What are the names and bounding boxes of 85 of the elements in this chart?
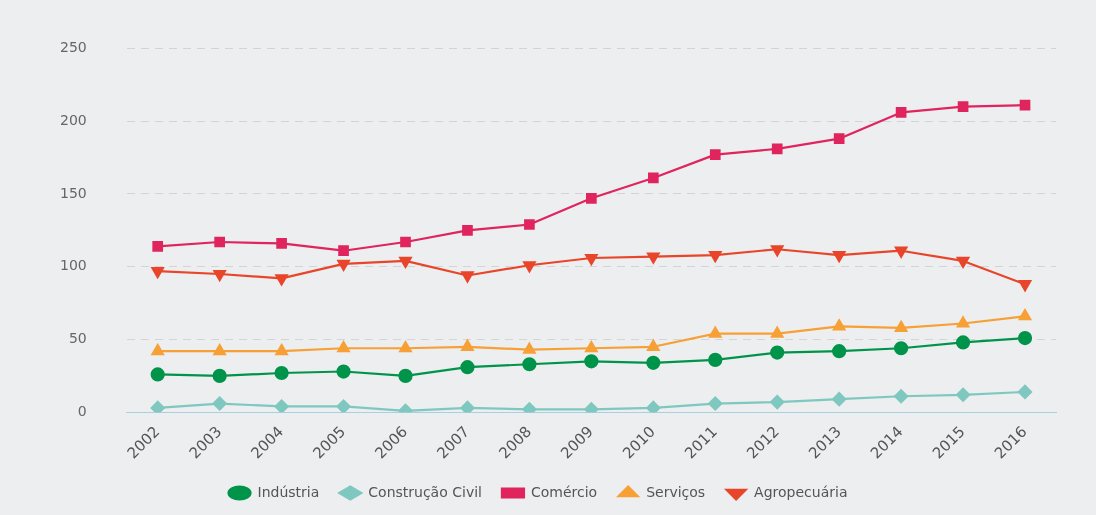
point [584,402,599,413]
point [585,253,598,266]
point [460,400,475,413]
point [832,250,846,263]
point [399,256,412,268]
point [832,344,847,359]
point [1017,330,1033,346]
point [1018,309,1032,321]
point [956,256,970,268]
point [833,133,845,144]
point [1017,384,1033,399]
y-tick-label: 250 [59,39,87,56]
point [522,402,537,413]
point [646,355,661,370]
point [152,241,164,252]
point [708,326,722,338]
point [770,345,785,360]
point [1018,280,1032,292]
point [647,172,659,184]
point [894,341,909,356]
point [955,335,971,350]
point [398,368,413,383]
point [895,107,907,118]
point [212,368,227,383]
point [214,236,225,248]
legend-label: Comércio [530,483,598,500]
point [151,266,164,279]
point [1019,99,1031,111]
point [275,274,288,286]
legend-label: Serviços [646,483,706,500]
legend-label: Construção Civil [368,483,482,500]
point [460,360,475,375]
point [461,271,474,283]
legend-label: Agropecuária [754,483,848,500]
point [400,236,411,248]
point [338,245,349,257]
point [461,339,474,351]
point [150,367,165,382]
y-tick-label: 200 [59,111,87,128]
point [337,341,350,353]
point [708,396,723,411]
point [708,352,723,367]
point [276,238,287,249]
point [646,400,661,413]
point [274,365,289,381]
point [213,344,226,356]
point [584,354,599,369]
point [336,364,351,379]
point [336,399,351,413]
point [212,396,227,411]
point [647,339,660,351]
point [832,319,846,331]
y-tick-label: 0 [77,402,87,419]
legend-label: Indústria [257,483,320,500]
point [150,400,165,413]
point [957,101,969,112]
point [585,341,598,353]
point [462,225,473,236]
point [832,392,847,407]
point [523,261,536,273]
point [894,320,908,332]
point [771,143,783,155]
point [275,344,288,356]
y-tick-label: 50 [68,330,87,347]
point [524,219,535,230]
point [586,192,597,204]
point [399,341,412,353]
point [770,245,784,257]
y-tick-label: 100 [59,257,87,274]
point [274,399,289,413]
point [708,250,722,263]
point [647,252,660,264]
point [709,149,721,160]
point [956,316,970,328]
point [213,269,226,282]
point [151,344,164,356]
point [955,387,971,402]
y-tick-label: 150 [59,184,87,201]
point [894,246,908,258]
point [337,259,350,271]
point [894,389,909,404]
point [770,394,785,410]
point [770,326,784,338]
point [523,342,536,354]
point [522,357,537,372]
